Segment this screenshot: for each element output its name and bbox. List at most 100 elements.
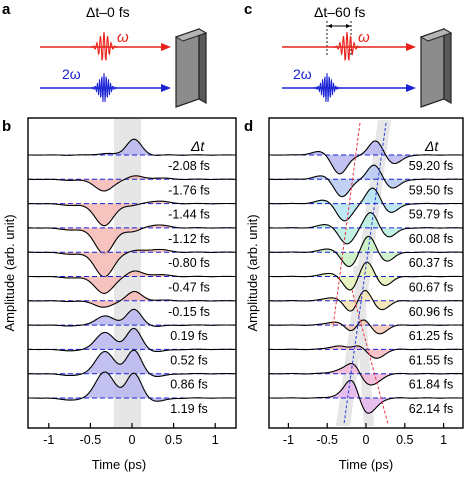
delay-label: 61.25 fs [409,329,453,343]
x-ticks-d: -1 -0.5 0 0.5 1 [283,423,447,447]
waveform-trace [28,371,236,402]
panel-label-b: b [2,118,11,135]
trace-fill [28,139,236,156]
waveform-trace [28,327,236,353]
panel-a: a Δt–0 fs ω 2ω [2,1,208,108]
sample-block [174,27,208,108]
delay-label: -0.80 fs [168,256,210,270]
delay-label: 62.14 fs [409,402,453,416]
delay-label: 59.20 fs [409,159,453,173]
trace-fill [28,328,236,352]
delay-label: 0.52 fs [170,353,208,367]
x-tick-label: -0.5 [316,433,338,447]
y-axis-label: Amplitude (arb. unit) [245,214,260,331]
delay-arrowhead-right [346,24,351,28]
waveform-trace [269,379,463,414]
y-axis-label: Amplitude (arb. unit) [2,214,17,331]
waveform-trace [269,289,463,312]
panel-label-a: a [2,1,11,18]
waveform-trace [269,363,463,386]
panel-c: c Δt–60 fs ω 2ω [244,1,453,108]
delay-label: 61.84 fs [409,378,453,392]
trace-fill [269,380,463,414]
omega-pulse-wave [89,31,119,62]
delay-label: 60.37 fs [409,256,453,270]
two-omega-pulse-wave [312,72,342,103]
waveform-trace [269,164,463,198]
two-omega-beam-arrowhead [161,84,171,92]
legend-title-d: Δt [424,138,439,154]
blue-tracking-line [343,122,387,425]
delay-label: 0.86 fs [170,378,208,392]
x-tick-label: -1 [43,433,54,447]
x-axis-label-d: Time (ps) [339,457,393,472]
omega-beam-arrowhead [161,43,171,51]
traces-d [269,140,463,414]
omega-pulse-wave [332,31,362,62]
waveform-trace [28,248,236,278]
waveform-trace [269,235,463,268]
waveform-trace [269,140,463,175]
x-tick-label: 1 [212,433,219,447]
trace-fill [269,236,463,267]
waveform-trace [269,261,463,291]
panel-b: b Amplitude (arb. unit) -2.08 fs -1.76 fs… [2,117,237,472]
trace-fill [28,225,236,254]
panel-c-title: Δt–60 fs [314,4,365,20]
x-tick-label: 0 [363,433,370,447]
two-omega-beam-arrowhead [406,84,416,92]
panel-a-title: Δt–0 fs [86,4,130,20]
waveform-trace [28,138,236,156]
waveform-trace [28,175,236,192]
omega-label: ω [117,29,129,46]
waveform-trace [28,270,236,294]
delay-label: -0.15 fs [168,305,210,319]
delay-labels-b: -2.08 fs -1.76 fs -1.44 fs -1.12 fs -0.80 fs… [168,159,210,416]
waveform-trace [28,290,236,308]
waveform-trace [28,308,236,327]
two-omega-pulse-wave [89,72,119,103]
x-ticks-b: -1 -0.5 0 0.5 1 [43,423,219,447]
delay-label: 60.96 fs [409,305,453,319]
omega-label: ω [358,29,370,46]
panel-label-d: d [244,118,253,135]
delay-label: 0.19 fs [170,329,208,343]
trace-fill [28,291,236,308]
x-tick-label: 0.5 [165,433,182,447]
x-tick-label: -1 [283,433,294,447]
traces-b [28,138,236,402]
delay-label: -2.08 fs [168,159,210,173]
delay-label: 1.19 fs [170,402,208,416]
waveform-trace [28,200,236,227]
trace-fill [28,372,236,402]
waveform-trace [28,224,236,255]
waveform-trace [269,345,463,359]
delay-label: 60.67 fs [409,281,453,295]
red-tracking-line-2 [351,289,389,425]
x-tick-label: -0.5 [80,433,102,447]
waveform-trace [28,349,236,378]
delay-label: -1.76 fs [168,183,210,197]
panel-label-c: c [244,1,252,18]
trace-fill [269,320,463,334]
delay-label: -1.44 fs [168,208,210,222]
sample-block [419,27,453,108]
x-axis-label-b: Time (ps) [92,457,146,472]
delay-label: 60.08 fs [409,232,453,246]
delay-label: 59.79 fs [409,208,453,222]
trace-fill [269,363,463,385]
trace-fill [269,212,463,244]
x-tick-label: 0.5 [396,433,413,447]
red-tracking-line-1 [332,122,361,328]
delay-label: -0.47 fs [168,281,210,295]
trace-fill [28,350,236,377]
panel-d: d Amplitude (arb. unit) 59.20 fs 59.50 fs… [244,117,464,472]
x-tick-label: 1 [440,433,447,447]
legend-title-b: Δt [190,138,205,154]
omega-beam-arrowhead [406,43,416,51]
x-tick-label: 0 [129,433,136,447]
delay-arrowhead-left [327,24,332,28]
delay-label: -1.12 fs [168,232,210,246]
two-omega-label: 2ω [62,66,81,82]
